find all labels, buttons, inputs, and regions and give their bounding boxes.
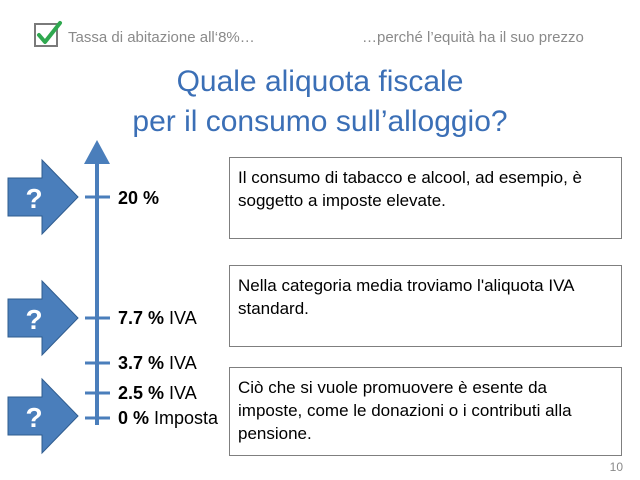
description-box-high: Il consumo di tabacco e alcool, ad esemp… (229, 157, 622, 239)
question-arrow-2: ? (7, 279, 79, 357)
title-line-2: per il consumo sull’alloggio? (132, 105, 508, 138)
checkbox-check-icon (34, 21, 62, 47)
question-arrow-1: ? (7, 158, 79, 236)
tick-label-7-7: 7.7 % IVA (118, 308, 197, 328)
slide-title: Quale aliquota fiscale per il consumo su… (60, 62, 580, 142)
question-arrow-3: ? (7, 377, 79, 455)
tick-label-0: 0 % Imposta (118, 408, 219, 428)
page-number: 10 (609, 460, 623, 474)
description-box-exempt: Ciò che si vuole promuovere è esente da … (229, 367, 622, 456)
tick-label-20: 20 % (118, 188, 160, 208)
header-right-text: …perché l’equità ha il suo prezzo (362, 29, 584, 46)
question-mark-1: ? (25, 183, 42, 214)
tick-label-3-7: 3.7 % IVA (118, 353, 197, 373)
title-line-1: Quale aliquota fiscale (176, 65, 464, 98)
axis-arrowhead-icon (84, 140, 110, 164)
question-mark-2: ? (25, 304, 42, 335)
description-box-medium: Nella categoria media troviamo l'aliquot… (229, 265, 622, 347)
question-mark-3: ? (25, 402, 42, 433)
tick-label-2-5: 2.5 % IVA (118, 383, 197, 403)
header-left-text: Tassa di abitazione all‘8%… (68, 29, 255, 46)
